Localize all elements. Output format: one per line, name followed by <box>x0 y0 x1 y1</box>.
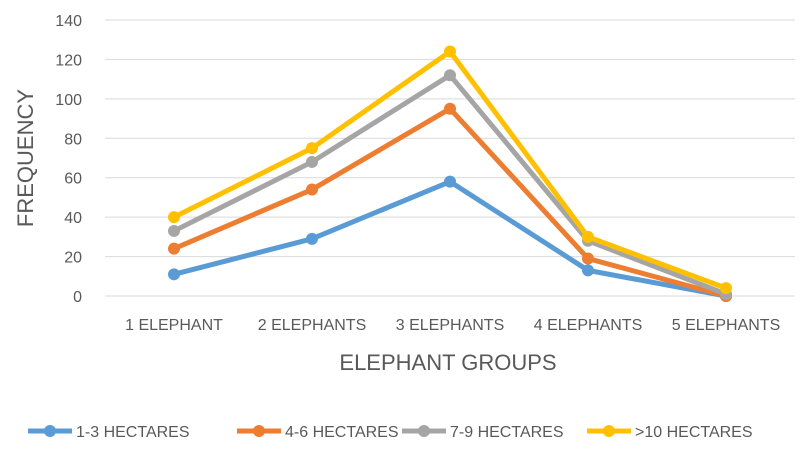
x-tick-label: 4 ELEPHANTS <box>534 317 642 334</box>
y-tick-label: 80 <box>64 131 82 148</box>
legend-point-marker <box>603 425 615 437</box>
data-point <box>444 69 456 82</box>
y-tick-label: 20 <box>64 250 82 267</box>
data-point <box>168 224 180 237</box>
x-tick-label: 1 ELEPHANT <box>125 317 223 334</box>
data-point <box>168 211 180 224</box>
data-point <box>720 282 732 295</box>
legend-item: 4-6 HECTARES <box>237 424 399 441</box>
legend-point-marker <box>253 425 265 437</box>
y-tick-label: 140 <box>55 13 82 30</box>
legend-point-marker <box>44 425 56 437</box>
y-axis-ticks: 0 20 40 60 80 100 120 140 <box>55 13 82 306</box>
legend-item: 1-3 HECTARES <box>28 424 190 441</box>
x-tick-label: 5 ELEPHANTS <box>672 317 780 334</box>
legend-item: 7-9 HECTARES <box>402 424 564 441</box>
data-point <box>444 45 456 58</box>
x-axis-title: ELEPHANT GROUPS <box>339 350 556 375</box>
y-tick-label: 100 <box>55 92 82 109</box>
y-tick-label: 0 <box>73 289 82 306</box>
legend: 1-3 HECTARES 4-6 HECTARES 7-9 HECTARES >10 … <box>28 424 753 441</box>
series-4 <box>168 45 732 295</box>
data-point <box>306 142 318 155</box>
y-axis-title: FREQUENCY <box>13 89 38 227</box>
data-point <box>444 175 456 188</box>
data-point <box>444 102 456 115</box>
series-1 <box>168 175 732 302</box>
legend-point-marker <box>418 425 430 437</box>
data-point <box>582 252 594 265</box>
y-tick-label: 60 <box>64 171 82 188</box>
legend-label: 4-6 HECTARES <box>285 424 399 441</box>
data-point <box>168 242 180 255</box>
series-2 <box>168 102 732 302</box>
legend-label: 1-3 HECTARES <box>76 424 190 441</box>
data-point <box>168 268 180 281</box>
y-tick-label: 40 <box>64 210 82 227</box>
data-point <box>306 183 318 196</box>
series-line <box>171 106 729 299</box>
x-tick-label: 3 ELEPHANTS <box>396 317 504 334</box>
y-tick-label: 120 <box>55 52 82 69</box>
data-point <box>582 264 594 277</box>
x-axis-ticks: 1 ELEPHANT 2 ELEPHANTS 3 ELEPHANTS 4 ELEPHA… <box>125 317 780 334</box>
x-tick-label: 2 ELEPHANTS <box>258 317 366 334</box>
series-line <box>171 179 729 299</box>
data-point <box>306 155 318 168</box>
data-point <box>582 230 594 243</box>
series-lines <box>168 45 732 302</box>
gridlines <box>105 19 795 297</box>
legend-label: 7-9 HECTARES <box>450 424 564 441</box>
data-point <box>306 232 318 245</box>
legend-item: >10 HECTARES <box>587 424 753 441</box>
legend-label: >10 HECTARES <box>635 424 753 441</box>
